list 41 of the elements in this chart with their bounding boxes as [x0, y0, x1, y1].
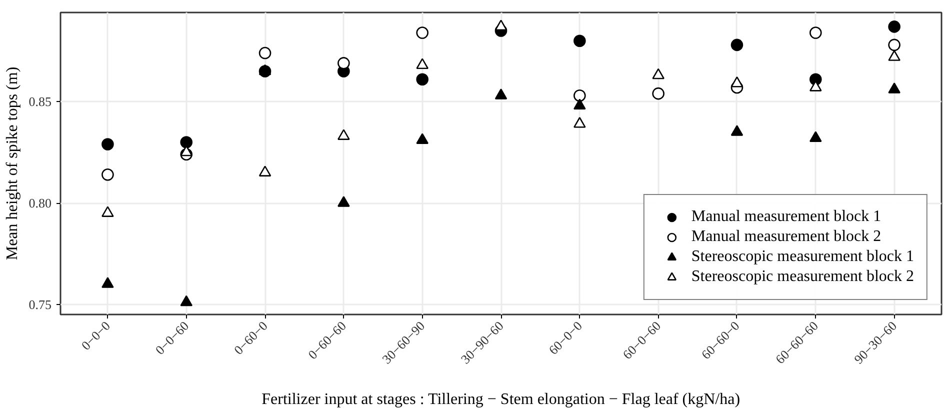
point — [652, 87, 664, 100]
legend-label: Stereoscopic measurement block 2 — [691, 268, 914, 286]
point — [888, 82, 900, 94]
point — [809, 131, 822, 142]
point — [180, 295, 193, 306]
point — [574, 116, 586, 128]
point — [416, 133, 428, 144]
point — [258, 166, 272, 176]
point — [494, 88, 508, 100]
point — [730, 38, 744, 52]
point — [102, 206, 114, 217]
x-axis-title: Fertilizer input at stages : Tillering − Stem elongation − Flag leaf (kgN/ha) — [262, 390, 740, 408]
point — [338, 196, 350, 207]
point — [730, 125, 744, 136]
point — [416, 58, 428, 70]
point — [574, 89, 586, 102]
point — [652, 68, 664, 80]
point — [574, 34, 586, 48]
point — [574, 98, 586, 110]
point — [416, 26, 428, 39]
point — [338, 129, 350, 140]
point — [888, 38, 900, 52]
y-tick-label: 0.85 — [28, 94, 52, 110]
point — [102, 138, 114, 150]
legend-label: Manual measurement block 2 — [691, 228, 882, 246]
point — [809, 26, 822, 39]
point — [416, 73, 428, 86]
point — [258, 46, 272, 60]
y-axis-title: Mean height of spike tops (m) — [4, 66, 21, 260]
point — [338, 57, 350, 70]
point — [888, 20, 900, 33]
point — [730, 76, 744, 88]
point — [102, 277, 114, 288]
point — [494, 20, 508, 31]
y-tick-label: 0.80 — [28, 196, 52, 211]
point — [102, 168, 114, 181]
point — [180, 136, 193, 148]
point — [888, 50, 900, 61]
legend-label: Manual measurement block 1 — [691, 208, 882, 226]
y-tick-label: 0.75 — [28, 296, 52, 312]
legend-label: Stereoscopic measurement block 1 — [691, 248, 914, 266]
